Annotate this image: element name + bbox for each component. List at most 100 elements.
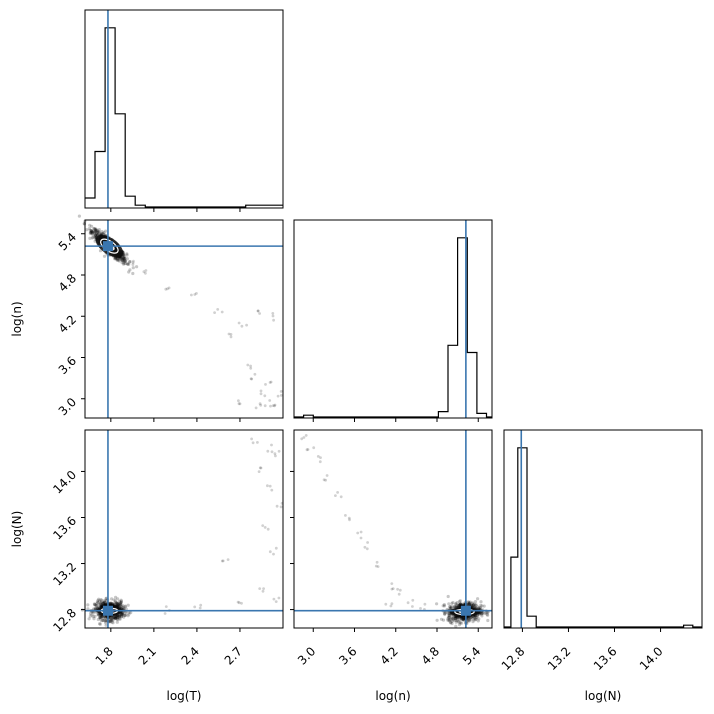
- y-tick-label: 4.2: [56, 312, 79, 335]
- sample-point: [92, 230, 96, 234]
- sample-point: [251, 441, 255, 445]
- sample-point: [300, 437, 304, 441]
- sample-point: [123, 259, 127, 263]
- x-tick-label: 4.8: [419, 644, 442, 667]
- sample-point: [455, 616, 459, 620]
- sample-point: [276, 394, 280, 398]
- sample-point: [94, 227, 98, 231]
- sample-point: [93, 232, 97, 236]
- sample-point: [102, 601, 106, 606]
- sample-point: [237, 601, 241, 605]
- sample-point: [113, 257, 118, 261]
- sample-point: [274, 454, 277, 458]
- sample-point: [116, 602, 120, 606]
- sample-point: [118, 616, 122, 620]
- sample-point: [87, 617, 91, 621]
- sample-point: [94, 603, 98, 607]
- sample-point: [452, 605, 456, 609]
- sample-point: [115, 616, 120, 620]
- sample-point: [458, 599, 462, 603]
- sample-point: [115, 604, 119, 608]
- sample-point: [123, 613, 127, 618]
- sample-point: [478, 606, 482, 610]
- sample-point: [466, 616, 471, 620]
- sample-point: [117, 613, 121, 617]
- sample-point: [110, 620, 114, 624]
- sample-point: [110, 618, 114, 622]
- sample-point: [457, 623, 462, 627]
- sample-point: [96, 598, 100, 603]
- sample-point: [461, 617, 465, 622]
- sample-point: [111, 618, 115, 622]
- x-tick-label: 13.6: [591, 644, 620, 673]
- sample-point: [94, 229, 98, 233]
- sample-point: [457, 600, 462, 604]
- sample-point: [117, 258, 121, 262]
- sample-point: [90, 232, 94, 236]
- y-tick-label: 5.4: [56, 230, 79, 253]
- sample-point: [461, 617, 465, 621]
- sample-point: [198, 606, 202, 610]
- sample-point: [455, 605, 459, 609]
- sample-point: [125, 252, 129, 256]
- panel-frame-r3-c3: [503, 429, 703, 629]
- sample-point: [120, 614, 124, 618]
- sample-point: [450, 601, 454, 606]
- ticks-layer: 3.0 3.6 4.2 4.8 5.4 1.8 2.1 2.4 2.7 12.8 13.2 13.6 1…: [50, 208, 666, 673]
- sample-point: [254, 406, 258, 410]
- sample-point: [467, 602, 471, 606]
- sample-point: [116, 604, 120, 608]
- sample-point: [117, 614, 121, 618]
- sample-point: [473, 616, 477, 620]
- sample-point: [271, 314, 275, 318]
- sample-point: [453, 605, 457, 609]
- sample-point: [455, 601, 459, 605]
- sample-point: [374, 564, 378, 568]
- sample-point: [98, 615, 102, 620]
- sample-point: [108, 619, 112, 623]
- scatter-points-layer: [77, 214, 490, 628]
- sample-point: [274, 546, 278, 550]
- sample-point: [459, 602, 463, 606]
- sample-point: [478, 606, 482, 610]
- sample-point: [100, 603, 104, 608]
- sample-point: [93, 614, 97, 618]
- sample-point: [92, 617, 96, 621]
- sample-point: [104, 602, 108, 606]
- y-axis-label: log(N): [10, 511, 24, 548]
- sample-point: [111, 616, 116, 620]
- sample-point: [131, 263, 135, 266]
- sample-point: [100, 598, 104, 603]
- sample-point: [472, 603, 476, 608]
- sample-point: [98, 617, 102, 621]
- sample-point: [476, 605, 480, 609]
- panel-frame-r3-c2: [293, 429, 493, 629]
- scatter-panel-3: [300, 434, 490, 628]
- sample-point: [114, 616, 118, 620]
- sample-point: [449, 615, 453, 619]
- sample-point: [108, 602, 112, 606]
- sample-point: [119, 598, 123, 602]
- sample-point: [472, 602, 476, 606]
- sample-point: [486, 613, 490, 617]
- sample-point: [457, 603, 461, 607]
- sample-point: [127, 270, 131, 274]
- sample-point: [448, 618, 452, 622]
- sample-point: [101, 602, 105, 606]
- sample-point: [457, 618, 461, 622]
- sample-point: [113, 602, 117, 606]
- sample-point: [77, 214, 81, 218]
- sample-point: [102, 230, 106, 235]
- sample-point: [457, 615, 461, 619]
- sample-point: [193, 293, 197, 296]
- sample-point: [473, 605, 477, 609]
- sample-point: [123, 613, 127, 617]
- sample-point: [250, 377, 254, 381]
- sample-point: [259, 403, 263, 407]
- sample-point: [123, 605, 127, 609]
- sample-point: [454, 620, 458, 624]
- sample-point: [89, 228, 94, 233]
- sample-point: [102, 600, 107, 605]
- sample-point: [101, 616, 105, 620]
